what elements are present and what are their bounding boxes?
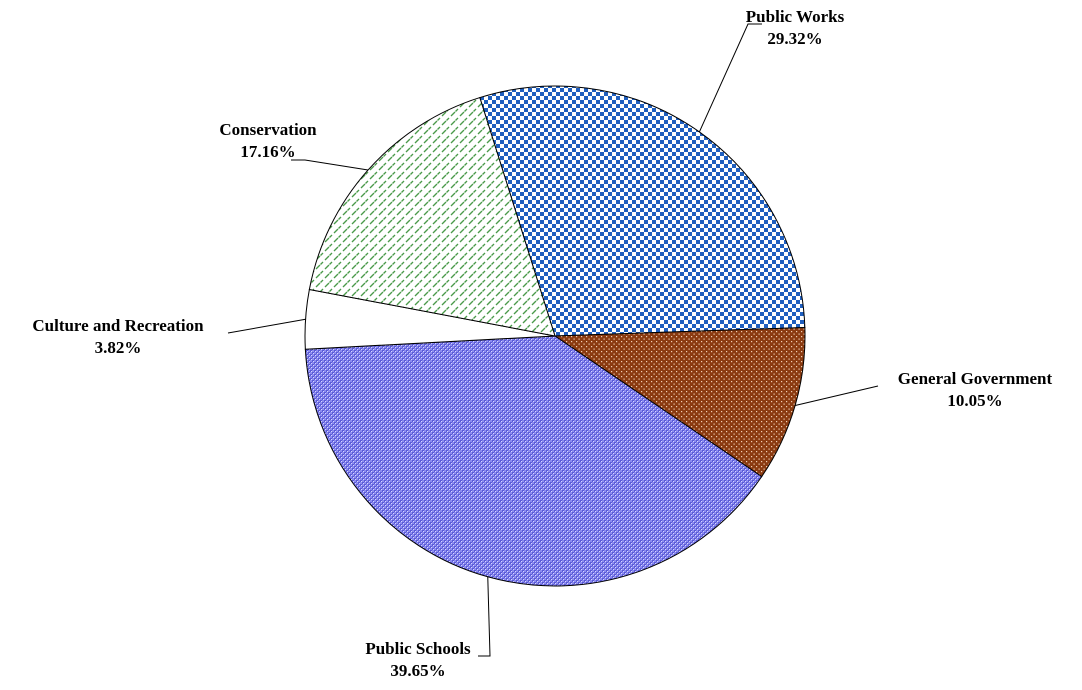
slice-label-conservation: Conservation <box>219 120 317 139</box>
slice-label-public-schools: Public Schools <box>365 639 471 658</box>
leader-line-public-schools <box>478 576 491 657</box>
leader-line-public-works <box>698 23 762 133</box>
slice-value-conservation: 17.16% <box>240 142 295 161</box>
slice-label-culture-and-recreation: Culture and Recreation <box>32 316 204 335</box>
leader-line-conservation <box>291 159 369 171</box>
leader-lines <box>227 23 879 657</box>
slice-labels: Public Works 29.32% General Government 10.0… <box>32 7 1052 680</box>
slice-label-public-works: Public Works <box>746 7 845 26</box>
slice-value-general-government: 10.05% <box>947 391 1002 410</box>
slice-value-public-schools: 39.65% <box>390 661 445 680</box>
slice-value-culture-and-recreation: 3.82% <box>95 338 142 357</box>
leader-line-culture-and-recreation <box>227 318 306 334</box>
slice-value-public-works: 29.32% <box>767 29 822 48</box>
pie-slice-public-works <box>479 85 806 337</box>
pie-slices <box>304 85 806 587</box>
leader-line-general-government <box>795 385 879 406</box>
slice-label-general-government: General Government <box>898 369 1053 388</box>
pie-slice-conservation <box>308 96 556 337</box>
